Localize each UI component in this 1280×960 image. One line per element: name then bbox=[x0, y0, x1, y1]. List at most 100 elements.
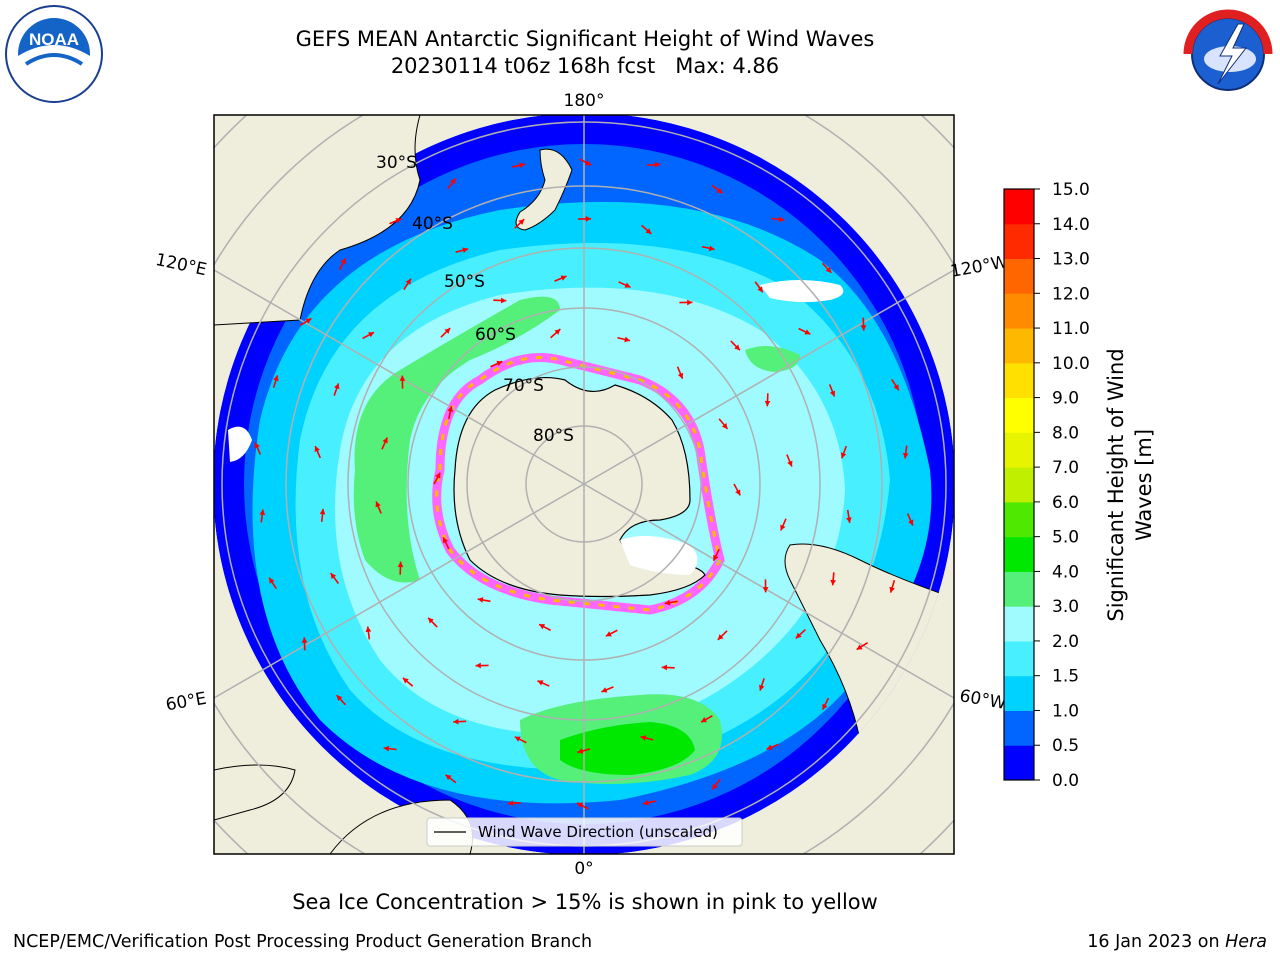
wind-wave-arrowhead bbox=[795, 632, 802, 639]
colorbar-segment bbox=[1004, 710, 1034, 746]
australia bbox=[214, 115, 421, 326]
colorbar-segment bbox=[1004, 745, 1034, 781]
noaa-logo: NOAA bbox=[5, 5, 103, 103]
wind-wave-arrowhead bbox=[477, 597, 484, 603]
colorbar-tick-label: 8.0 bbox=[1052, 423, 1079, 443]
wind-wave-arrowhead bbox=[889, 586, 895, 593]
wind-wave-arrowhead bbox=[445, 774, 452, 781]
colorbar-segment bbox=[1004, 467, 1034, 503]
wind-wave-arrowhead bbox=[462, 247, 469, 254]
wind-wave-arrowhead bbox=[804, 329, 811, 335]
wind-wave-arrowhead bbox=[519, 162, 525, 169]
wind-wave-arrowhead bbox=[382, 437, 388, 444]
colorbar-ticks: 0.0 0.5 1.0 1.5 2.0 3.0 4.0 5.0 6.0 7.0 8.0 9.0 10.0… bbox=[1034, 180, 1090, 791]
wind-wave-arrows bbox=[254, 158, 914, 810]
wind-wave-arrowhead bbox=[577, 748, 584, 754]
colorbar-frame bbox=[1003, 188, 1035, 781]
wind-wave-arrowhead bbox=[605, 631, 612, 637]
wind-wave-arrowhead bbox=[450, 178, 456, 185]
wind-wave-arrowhead bbox=[539, 624, 546, 630]
colorbar-tick-label: 7.0 bbox=[1052, 458, 1079, 478]
colorbar-tick-label: 10.0 bbox=[1052, 354, 1090, 374]
wind-wave-arrowhead bbox=[383, 745, 390, 752]
wind-wave-arrowhead bbox=[444, 328, 451, 334]
wind-wave-arrowhead bbox=[712, 783, 718, 790]
wind-wave-arrowhead bbox=[766, 744, 773, 750]
title-line-1: GEFS MEAN Antarctic Significant Height o… bbox=[295, 27, 875, 51]
wind-wave-arrowhead bbox=[368, 332, 375, 338]
wind-wave-arrowhead bbox=[664, 599, 671, 606]
map-area: 30°S 40°S 50°S 60°S 70°S 80°S Wind Wave … bbox=[214, 115, 954, 854]
wind-wave-arrowhead bbox=[314, 446, 320, 452]
wind-wave-arrowhead bbox=[778, 216, 785, 223]
wind-wave-arrowhead bbox=[734, 344, 740, 351]
colorbar-tick-label: 14.0 bbox=[1052, 215, 1090, 235]
colorbar-segment bbox=[1004, 640, 1034, 677]
wind-wave-arrowhead bbox=[395, 218, 402, 224]
wind-wave-arrowhead bbox=[496, 360, 503, 367]
wind-wave-arrowhead bbox=[708, 245, 715, 252]
wind-wave-arrowhead bbox=[856, 644, 863, 650]
wind-wave-arrowhead bbox=[701, 717, 708, 723]
wind-wave-arrowhead bbox=[330, 573, 337, 579]
lat-label-60: 60°S bbox=[475, 325, 516, 345]
title-line-2: 20230114 t06z 168h fcst Max: 4.86 bbox=[390, 54, 780, 78]
wind-wave-arrowhead bbox=[305, 318, 312, 324]
noaa-logo-text: NOAA bbox=[29, 30, 79, 49]
colorbar-segment bbox=[1004, 675, 1034, 711]
footer-machine: Hera bbox=[1225, 932, 1267, 952]
legend-text: Wind Wave Direction (unscaled) bbox=[478, 823, 718, 841]
africa-southwest bbox=[214, 764, 296, 821]
colorbar-tick-label: 5.0 bbox=[1052, 528, 1079, 548]
wind-wave-arrowhead bbox=[787, 460, 793, 467]
wind-wave-arrowhead bbox=[661, 664, 668, 671]
colorbar-tick-label: 1.0 bbox=[1052, 701, 1079, 721]
wave-band-30-west bbox=[353, 296, 560, 583]
meridian-120w bbox=[583, 269, 954, 485]
colorbar-tick-label: 1.5 bbox=[1052, 667, 1079, 687]
wind-wave-arrowhead bbox=[717, 634, 724, 640]
wind-wave-arrowhead bbox=[319, 508, 326, 515]
lon-label-60e: 60°E bbox=[164, 689, 208, 716]
wind-wave-arrowhead bbox=[447, 406, 454, 412]
wind-wave-arrowhead bbox=[301, 637, 308, 643]
wind-wave-arrowhead bbox=[435, 472, 441, 479]
ross-ice-region bbox=[620, 536, 698, 575]
footer-credit: NCEP/EMC/Verification Post Processing Pr… bbox=[13, 932, 593, 952]
meridian-60e bbox=[214, 483, 585, 699]
lat-label-70: 70°S bbox=[503, 376, 544, 396]
wind-wave-arrowhead bbox=[405, 278, 411, 285]
wind-wave-arrowhead bbox=[764, 400, 771, 407]
wind-wave-arrowhead bbox=[428, 617, 434, 624]
ice-patch-w bbox=[228, 426, 252, 462]
colorbar-segment bbox=[1004, 501, 1034, 538]
wind-wave-arrowhead bbox=[758, 684, 765, 691]
colorbar-tick-label: 13.0 bbox=[1052, 250, 1090, 270]
lon-label-180: 180° bbox=[564, 91, 605, 111]
wind-wave-arrowhead bbox=[780, 524, 786, 531]
wind-wave-arrowhead bbox=[860, 325, 867, 331]
wind-wave-arrowhead bbox=[475, 662, 481, 669]
footer-date: 16 Jan 2023 on Hera bbox=[1087, 932, 1267, 952]
lon-label-120e: 120°E bbox=[154, 250, 209, 280]
colorbar-tick-label: 0.5 bbox=[1052, 736, 1079, 756]
footer-date-text: 16 Jan 2023 on bbox=[1087, 932, 1226, 952]
wind-wave-arrowhead bbox=[340, 258, 346, 265]
arrow-legend: Wind Wave Direction (unscaled) bbox=[426, 817, 743, 847]
lat-label-30: 30°S bbox=[376, 153, 417, 173]
meridian-120e bbox=[214, 269, 585, 485]
colorbar-segment bbox=[1004, 606, 1034, 642]
colorbar-segment bbox=[1004, 397, 1034, 433]
map-frame bbox=[213, 114, 955, 855]
colorbar-tick-label: 0.0 bbox=[1052, 771, 1079, 791]
lon-label-120w: 120°W bbox=[949, 252, 1010, 282]
colorbar-tick-label: 4.0 bbox=[1052, 562, 1079, 582]
wind-wave-arrowhead bbox=[336, 695, 343, 702]
wave-band-40-south bbox=[560, 722, 695, 775]
wind-wave-arrowhead bbox=[840, 452, 847, 459]
latitude-labels: 30°S 40°S 50°S 60°S 70°S 80°S bbox=[376, 153, 574, 446]
wind-wave-arrowhead bbox=[273, 375, 279, 382]
wind-wave-arrowhead bbox=[537, 680, 544, 686]
wind-wave-arrowhead bbox=[762, 587, 769, 593]
lat-label-80: 80°S bbox=[533, 426, 574, 446]
